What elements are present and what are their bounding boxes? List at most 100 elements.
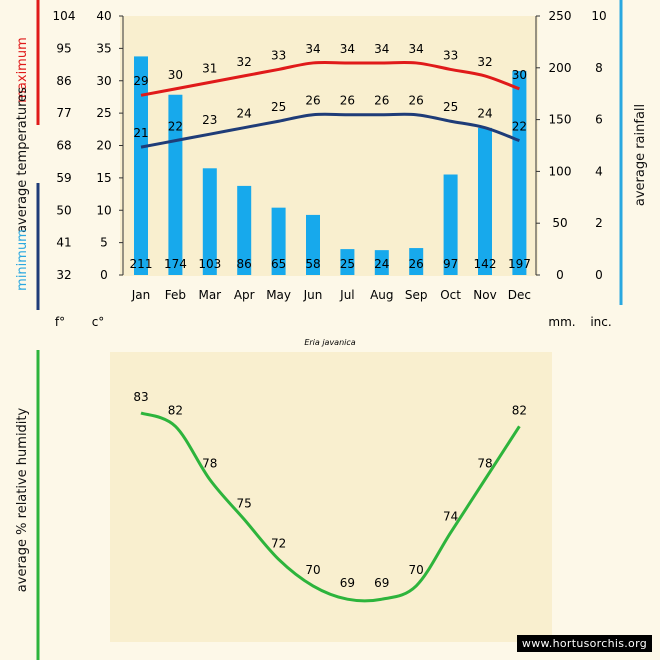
humidity-value-label: 82 [168,403,183,417]
rainfall-bar [237,185,252,275]
min-temp-line [140,112,520,149]
ylabel-maximum: maximum [15,37,30,103]
min-temp-value-label: 22 [168,120,183,134]
rainfall-value-label: 103 [198,257,221,271]
humidity-curve [140,411,521,603]
chart-title: Eria javanica [304,338,355,347]
rainfall-bars: 211 174 103 86 65 58 25 24 26 97 142 197 [130,56,531,276]
tick-label-in: 6 [595,113,603,127]
tick-label-f: 32 [56,268,71,282]
unit-label-in: inc. [590,315,611,329]
max-temp-value-label: 31 [202,61,217,75]
rainfall-value-label: 25 [340,257,355,271]
min-temp-value-label: 25 [443,100,458,114]
month-label: Nov [473,288,496,302]
min-temp-value-label: 26 [340,94,355,108]
tick-label-f: 68 [56,139,71,153]
max-temp-value-label: 32 [477,55,492,69]
humidity-value-label: 78 [477,457,492,471]
month-label: Feb [165,288,186,302]
rainfall-value-label: 142 [474,257,497,271]
tick-label-in: 4 [595,164,603,178]
rainfall-value-label: 65 [271,257,286,271]
rainfall-bar [271,207,286,275]
tick-label-c: 20 [96,139,111,153]
rainfall-bar [374,250,389,275]
min-temp-value-label: 26 [374,94,389,108]
tick-label-f: 41 [56,236,71,250]
min-temp-value-label: 26 [409,94,424,108]
tick-label-in: 8 [595,61,603,75]
temperature-lines: 29 30 31 32 33 34 34 34 34 33 32 30 21 22 23 24 25 26 26 26… [133,42,527,149]
rainfall-bar [134,56,148,276]
tick-label-mm: 150 [549,113,572,127]
rainfall-value-label: 26 [409,257,424,271]
month-label: Dec [508,288,531,302]
ylabel-humidity: average % relative humidity [15,407,30,592]
ylabel-minimum: minimum [15,229,30,291]
max-temp-value-label: 34 [340,42,355,56]
min-temp-value-label: 25 [271,100,286,114]
min-temp-value-label: 23 [202,113,217,127]
humidity-value-label: 78 [202,457,217,471]
min-temp-value-label: 21 [133,126,148,140]
ylabel-rainfall: average rainfall [633,104,648,206]
month-label: Sep [405,288,428,302]
tick-label-f: 50 [56,203,71,217]
tick-label-f: 95 [56,41,71,55]
tick-label-f: 77 [56,106,71,120]
month-label: May [266,288,291,302]
max-temp-value-label: 34 [374,42,389,56]
rainfall-bar [443,174,458,275]
tick-label-c: 35 [96,41,111,55]
tick-label-f: 104 [53,9,76,23]
min-temp-value-label: 24 [477,107,492,121]
min-temp-value-label: 24 [237,107,252,121]
tick-label-c: 30 [96,74,111,88]
unit-label-c: c° [92,315,105,329]
month-label: Jul [339,288,354,302]
tick-label-in: 2 [595,216,603,230]
max-temp-value-label: 33 [271,48,286,62]
humidity-plot-area [110,352,552,642]
rainfall-bar [340,249,355,275]
rainfall-bar [306,214,320,275]
min-temp-value-label: 22 [512,120,527,134]
max-temp-value-label: 30 [512,68,527,82]
rainfall-value-label: 211 [130,257,153,271]
humidity-value-label: 69 [374,576,389,590]
tick-label-mm: 50 [552,216,567,230]
max-temp-value-label: 34 [305,42,320,56]
humidity-value-label: 69 [340,576,355,590]
rainfall-bar [478,127,492,275]
month-label: Oct [440,288,461,302]
watermark: www.hortusorchis.org [516,635,652,652]
rainfall-value-label: 197 [508,257,531,271]
ylabel-average-temperatures: average temperatures [15,87,30,233]
max-temp-value-label: 33 [443,48,458,62]
humidity-value-label: 70 [409,563,424,577]
max-temp-value-label: 30 [168,68,183,82]
unit-label-f: f° [55,315,65,329]
rainfall-bar [202,168,217,275]
tick-label-in: 10 [591,9,606,23]
rainfall-value-label: 97 [443,257,458,271]
rainfall-bar [512,70,527,276]
month-label: Jan [131,288,151,302]
tick-label-mm: 200 [549,61,572,75]
tick-label-in: 0 [595,268,603,282]
rainfall-value-label: 86 [237,257,252,271]
tick-label-c: 15 [96,171,111,185]
rainfall-value-label: 24 [374,257,389,271]
month-label: Apr [234,288,255,302]
humidity-value-label: 70 [305,563,320,577]
tick-label-mm: 0 [556,268,564,282]
humidity-value-label: 75 [237,496,252,510]
tick-label-mm: 250 [549,9,572,23]
max-temp-value-label: 32 [237,55,252,69]
month-label: Mar [198,288,221,302]
tick-label-c: 40 [96,9,111,23]
humidity-line: 83 82 78 75 72 70 69 69 70 74 78 82 [133,390,527,603]
tick-label-c: 25 [96,106,111,120]
